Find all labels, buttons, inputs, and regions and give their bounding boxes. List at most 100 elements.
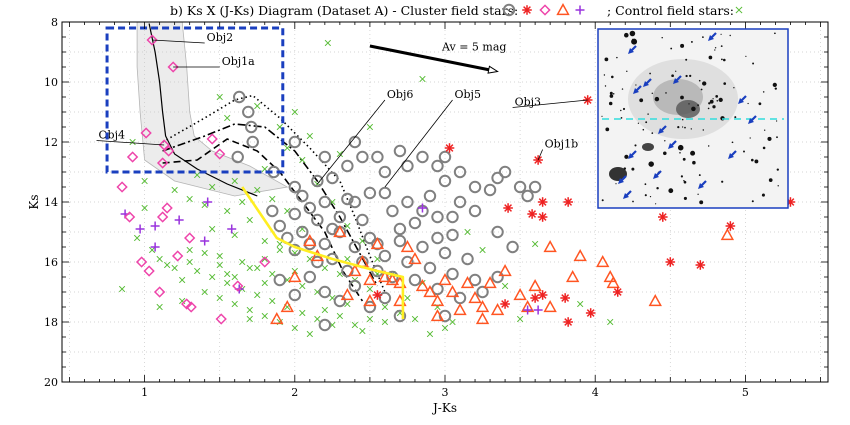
data-point-plus [203, 197, 213, 207]
inset-star [720, 33, 722, 35]
data-point-triangle [596, 255, 610, 268]
data-point-star [665, 257, 676, 267]
legend-marker-cross [735, 6, 743, 14]
inset-arrow-head [658, 128, 664, 134]
data-point-cross-b [224, 114, 231, 122]
y-tick-label: 8 [51, 16, 58, 29]
inset-star [714, 47, 717, 49]
data-point-cross [163, 261, 171, 269]
data-point-cross [299, 309, 306, 317]
inset-star [680, 43, 685, 48]
y-tick-label: 20 [44, 376, 58, 389]
data-point-diamond [126, 151, 139, 163]
inset-star [601, 115, 603, 117]
data-point-cross [133, 234, 141, 242]
data-point-cross [359, 327, 366, 335]
inset-star [649, 195, 652, 198]
inset-star [714, 49, 716, 51]
data-point-triangle [363, 273, 377, 286]
inset-star [604, 57, 609, 62]
data-point-cross [276, 246, 283, 254]
data-point-cross-b [261, 312, 268, 320]
inset-star [743, 150, 745, 153]
inset-star [620, 109, 622, 112]
data-point-plus [150, 221, 160, 231]
data-point-cross-b [141, 204, 148, 212]
legend-marker-star [522, 5, 532, 15]
data-point-circle [438, 174, 452, 188]
inset-star [702, 36, 704, 38]
inset-star [721, 58, 723, 61]
data-point-circle [348, 195, 362, 209]
inset-arrow-head [628, 48, 634, 54]
data-point-cross-b [254, 186, 261, 194]
x-tick-label: 1 [141, 386, 148, 399]
data-point-cross-b [186, 246, 193, 254]
data-point-diamond [184, 232, 196, 244]
inset-star [689, 74, 692, 78]
data-point-circle [326, 252, 339, 266]
data-point-cross-b [141, 177, 148, 185]
data-point-diamond [156, 157, 169, 169]
inset-star [683, 180, 687, 184]
data-point-circle [416, 150, 429, 164]
data-point-plus [533, 305, 543, 315]
inset-star [774, 32, 776, 35]
data-point-cross [186, 246, 193, 254]
y-tick-label: 12 [44, 136, 58, 149]
data-point-cross [254, 102, 261, 110]
inset-star [722, 58, 726, 62]
data-point-cross-b [366, 123, 374, 131]
inset-star [675, 70, 677, 72]
data-point-cross-b [607, 318, 614, 326]
inset-star [776, 168, 779, 171]
data-point-plus [227, 224, 237, 234]
reddening-vector-line [369, 44, 491, 72]
inset-star [671, 74, 674, 78]
zoom-box-layer [105, 26, 285, 174]
data-point-cross [231, 231, 238, 239]
data-point-cross-b [246, 264, 253, 272]
data-point-star-stroke [726, 222, 735, 230]
y-tick-label: 16 [44, 256, 58, 269]
data-point-diamond [171, 250, 184, 262]
data-point-cross [224, 270, 231, 278]
isochrone-dashdot [162, 123, 379, 287]
data-point-circle [513, 180, 527, 194]
data-point-cross-b [261, 165, 268, 173]
inset-star [751, 200, 754, 203]
data-point-diamond [206, 133, 218, 145]
inset-star [681, 126, 684, 128]
data-point-plus [200, 236, 210, 246]
data-point-circle [401, 159, 414, 173]
data-point-triangle [453, 303, 467, 316]
data-point-star-stroke [658, 213, 667, 221]
data-point-cross [254, 291, 261, 299]
data-point-star-stroke [666, 258, 675, 266]
data-point-cross [531, 240, 539, 248]
annotation-layer: Obj2 Obj1a Obj4 Obj6 Obj5 Obj3 Obj1b [96, 31, 588, 188]
data-point-cross [209, 183, 216, 191]
data-point-cross [291, 324, 298, 332]
inset-star [718, 97, 723, 103]
data-point-cross-b [306, 255, 313, 263]
annotation-label: Obj1b [545, 138, 579, 151]
inset-star [758, 102, 762, 106]
inset-star [745, 55, 747, 58]
data-point-cross [224, 207, 231, 215]
data-point-cross-b [336, 312, 344, 320]
data-point-cross [239, 258, 246, 266]
data-point-cross-b [239, 198, 246, 206]
inset-star [700, 88, 703, 91]
inset-star [677, 126, 680, 129]
data-point-triangle [370, 237, 385, 250]
data-point-cross [269, 297, 276, 305]
inset-star [683, 180, 685, 182]
inset-star [684, 126, 686, 129]
data-point-circle [311, 213, 324, 227]
inset-border [597, 28, 789, 209]
data-point-star-stroke [528, 210, 537, 218]
inset-star [608, 101, 613, 106]
data-point-cross-b [133, 234, 141, 242]
inset-arrow-head [643, 81, 649, 87]
